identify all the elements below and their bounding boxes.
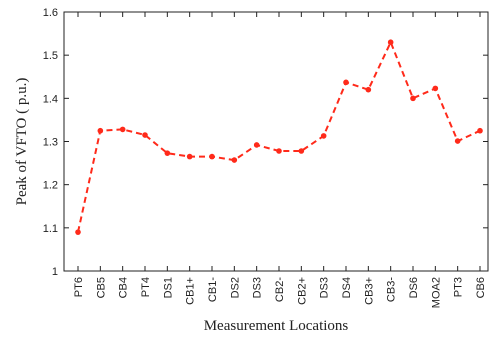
data-point: [387, 39, 394, 46]
data-point: [209, 153, 215, 160]
x-tick-label: CB3+: [363, 277, 375, 305]
data-point: [432, 85, 439, 92]
plot-frame: [63, 11, 489, 272]
x-tick-label: MOA2: [430, 277, 442, 308]
x-tick-label: DS4: [341, 277, 353, 298]
data-point: [276, 148, 282, 154]
x-tick-label: DS6: [408, 277, 420, 298]
y-tick-label: 1: [52, 266, 58, 278]
data-point: [119, 126, 126, 133]
x-tick-label: CB4: [118, 277, 130, 298]
y-tick-label: 1.2: [43, 180, 58, 192]
y-axis-title: Peak of VFTO ( p.u.): [14, 78, 30, 206]
data-point: [97, 127, 104, 134]
series-markers: [75, 39, 483, 235]
x-tick-label: CB2+: [296, 277, 308, 305]
data-point: [186, 153, 193, 160]
x-tick-label: CB1-: [207, 277, 219, 302]
y-tick-label: 1.4: [43, 93, 58, 105]
data-point: [454, 138, 461, 144]
data-point: [320, 133, 327, 139]
data-point: [343, 79, 349, 86]
x-tick-label: DS3: [252, 277, 264, 298]
y-tick-label: 1.6: [43, 7, 58, 19]
data-point: [477, 127, 483, 134]
x-tick-label: DS2: [229, 277, 241, 298]
x-tick-label: CB3-: [386, 277, 398, 302]
data-point: [75, 229, 81, 235]
series-line: [77, 39, 481, 233]
x-axis-ticks: PT6 CB5 CB4 PT4 DS1 CB1+ CB1- DS2 DS3 CB2- CB2+ DS3…: [73, 12, 487, 308]
y-tick-label: 1.3: [43, 137, 58, 149]
x-tick-label: CB5: [95, 277, 107, 298]
data-point: [231, 157, 238, 163]
x-tick-label: DS1: [162, 277, 174, 298]
y-tick-label: 1.1: [43, 223, 58, 235]
x-tick-label: PT6: [73, 277, 85, 297]
data-point: [410, 95, 416, 102]
data-point: [164, 150, 171, 156]
data-point: [298, 148, 305, 154]
x-axis-title: Measurement Locations: [204, 318, 349, 334]
data-point: [142, 132, 148, 138]
y-tick-label: 1.5: [43, 50, 58, 62]
x-tick-label: PT3: [453, 277, 465, 297]
x-tick-label: PT4: [140, 277, 152, 297]
data-point: [365, 86, 372, 93]
x-tick-label: DS3: [319, 277, 331, 298]
x-tick-label: CB6: [475, 277, 487, 298]
data-point: [253, 142, 260, 148]
x-tick-label: CB1+: [185, 277, 197, 305]
x-tick-label: CB2-: [274, 277, 286, 302]
y-axis-ticks: 1 1.1 1.2 1.3 1.4 1.5 1.6: [43, 7, 488, 278]
